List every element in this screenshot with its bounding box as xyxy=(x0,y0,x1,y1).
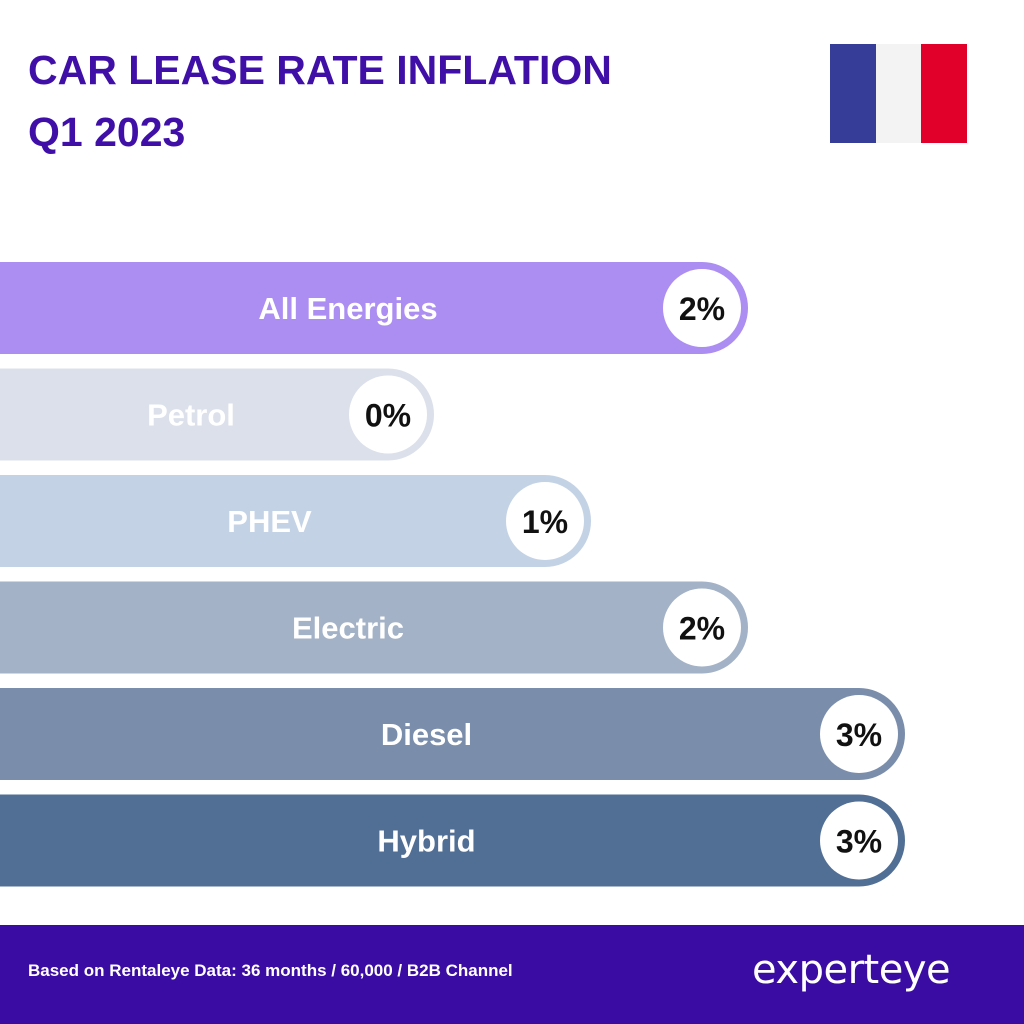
data-label: 2% xyxy=(679,291,725,327)
bar-diesel xyxy=(0,688,905,780)
bar-petrol xyxy=(0,368,435,461)
value-badge xyxy=(663,588,741,667)
bar-all-energies xyxy=(0,262,748,354)
data-label: 2% xyxy=(679,611,725,647)
experteye-logo: experteye xyxy=(752,947,951,993)
category-label: Hybrid xyxy=(377,824,475,859)
category-label: PHEV xyxy=(227,504,312,539)
title-line-1: CAR LEASE RATE INFLATION xyxy=(28,47,612,93)
category-label: Petrol xyxy=(147,398,235,433)
value-badge xyxy=(820,801,898,880)
value-badge xyxy=(349,375,427,454)
bar-hybrid xyxy=(0,794,906,887)
category-label: Diesel xyxy=(381,717,472,752)
data-source-note: Based on Rentaleye Data: 36 months / 60,… xyxy=(28,961,513,980)
category-label: All Energies xyxy=(258,291,437,326)
title-line-2: Q1 2023 xyxy=(28,108,186,155)
bar-chart: 2% All Energies 0% Petrol 1% PHEV 2% Electric 3%… xyxy=(0,262,906,887)
flag-stripe-red xyxy=(921,44,968,143)
value-badge xyxy=(663,269,741,347)
data-label: 1% xyxy=(522,504,568,540)
flag-stripe-white xyxy=(875,44,922,143)
data-label: 3% xyxy=(836,824,882,860)
bar-electric xyxy=(0,581,748,674)
data-label: 0% xyxy=(365,398,411,434)
footer-bar: Based on Rentaleye Data: 36 months / 60,… xyxy=(0,925,1024,1024)
france-flag-icon xyxy=(830,44,968,143)
bar-phev xyxy=(0,475,591,567)
category-label: Electric xyxy=(292,611,404,646)
chart-title: CAR LEASE RATE INFLATION Q1 2023 xyxy=(28,40,612,163)
value-badge xyxy=(820,695,898,773)
flag-stripe-blue xyxy=(830,44,876,143)
data-label: 3% xyxy=(836,717,882,753)
value-badge xyxy=(506,482,584,560)
